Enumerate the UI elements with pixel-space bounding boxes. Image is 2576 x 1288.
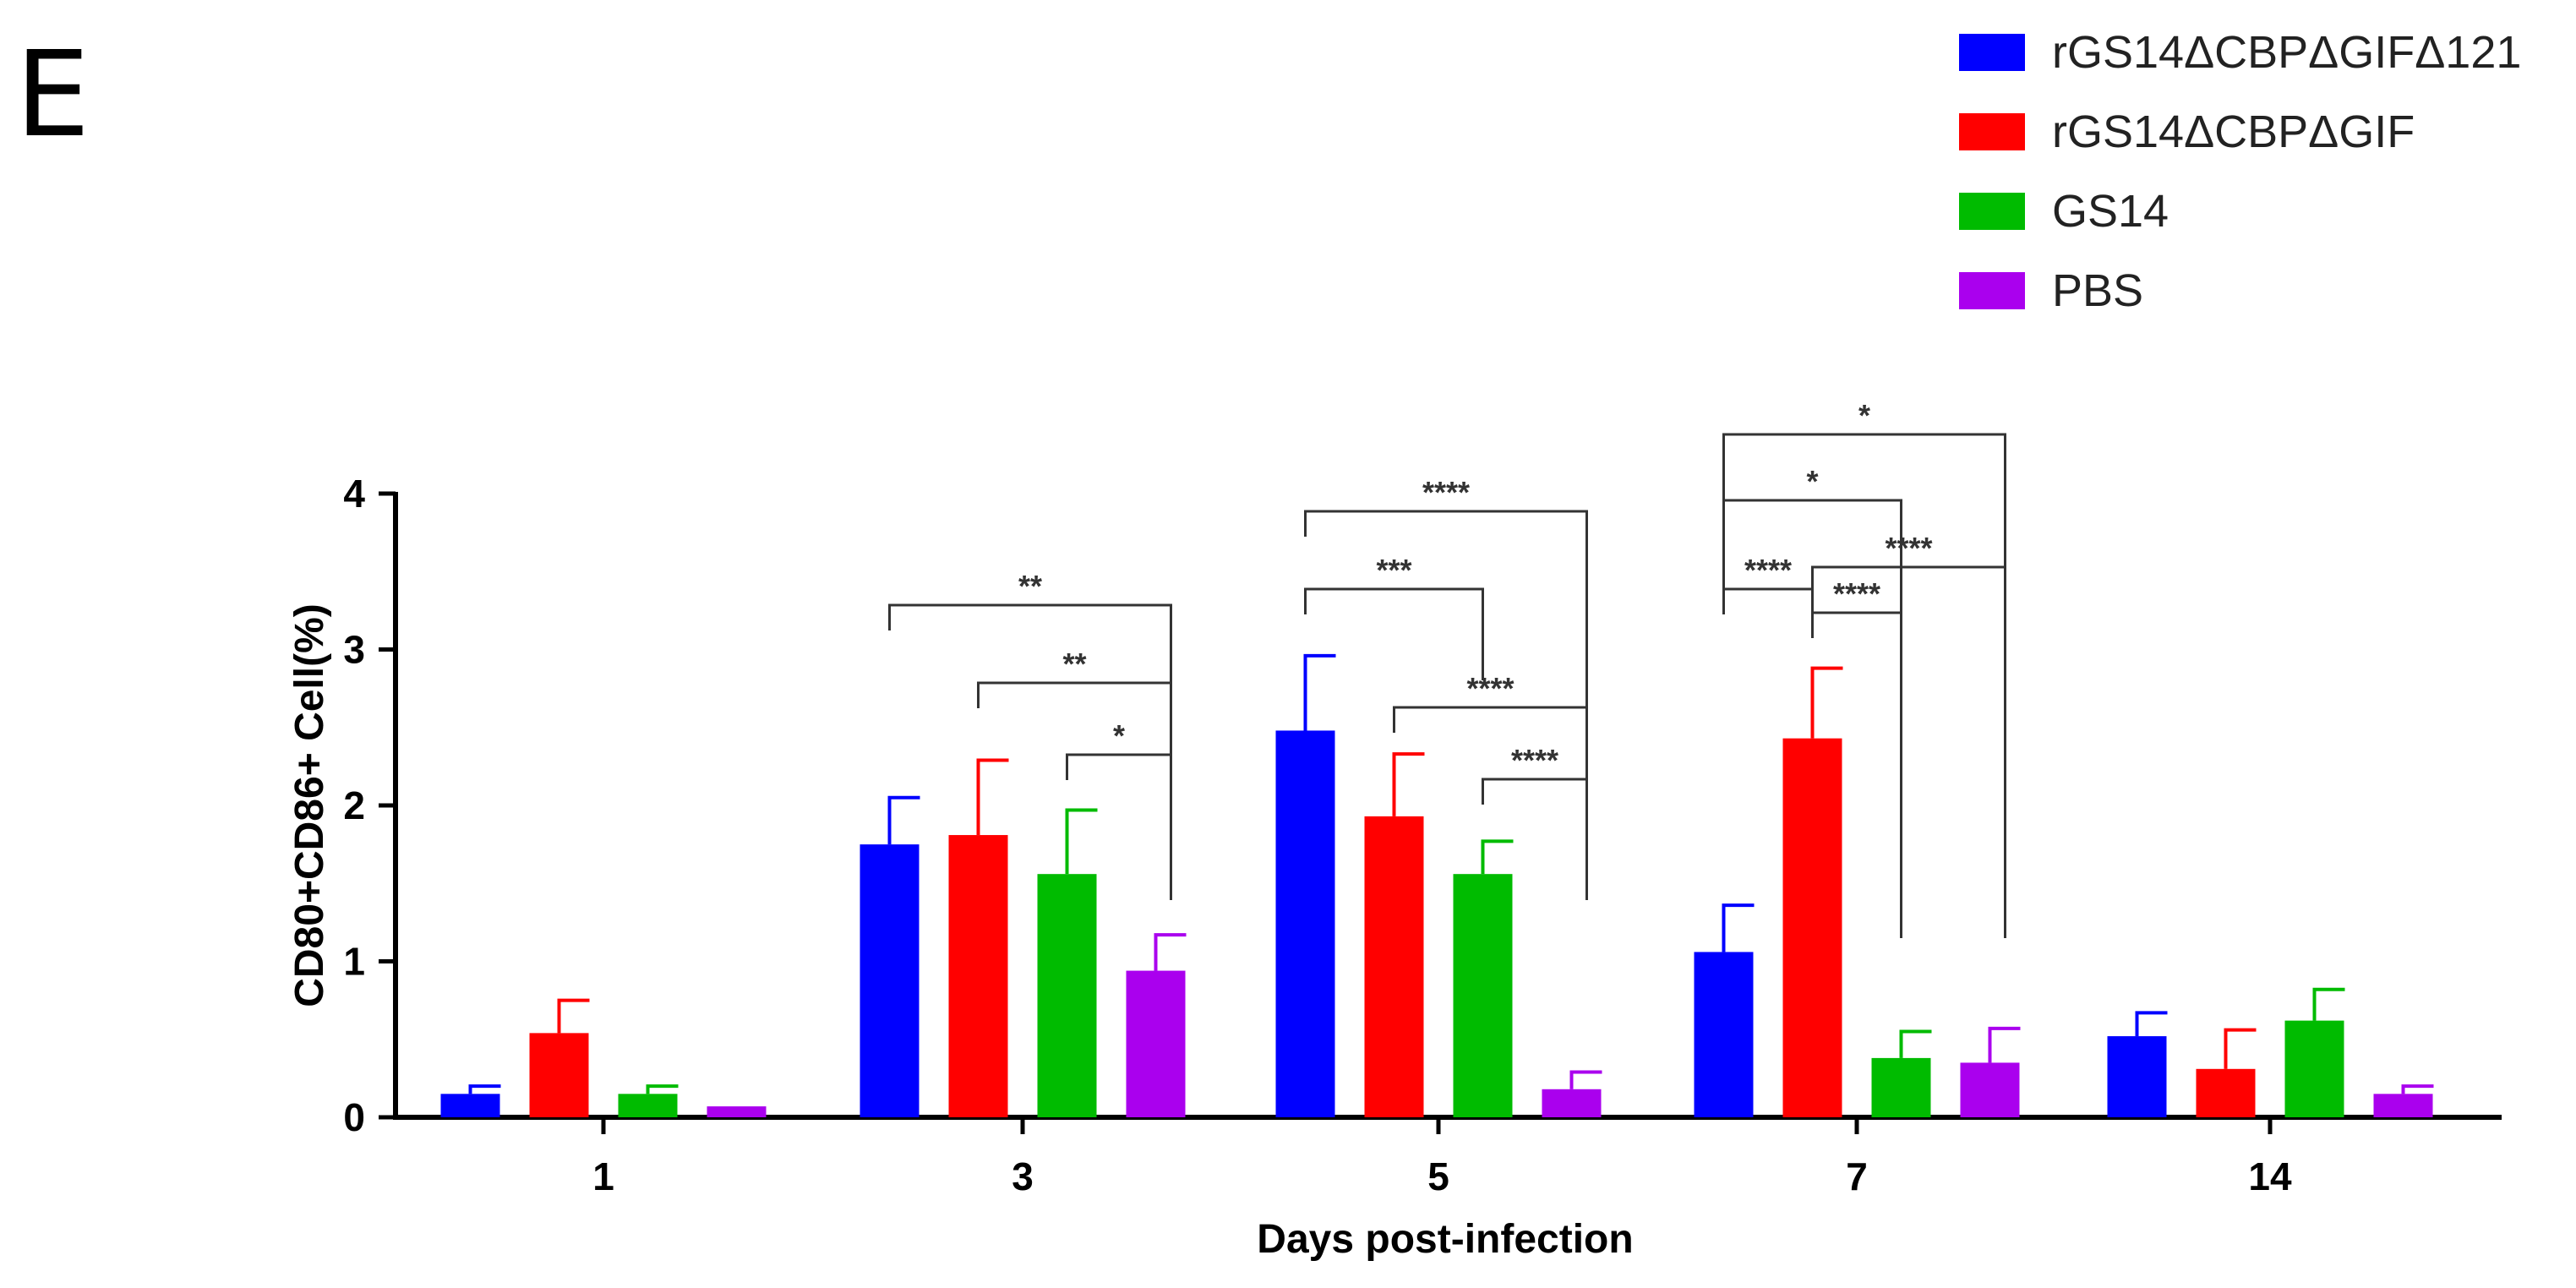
y-tick-label: 1	[343, 940, 365, 984]
y-tick-label: 0	[343, 1095, 365, 1139]
significance-label: ****	[1466, 671, 1514, 706]
significance-bracket	[888, 603, 1172, 900]
significance-label: ****	[1833, 576, 1880, 611]
legend-label: rGS14ΔCBPΔGIF	[2052, 106, 2415, 157]
legend: rGS14ΔCBPΔGIFΔ121 rGS14ΔCBPΔGIF GS14 PBS	[1959, 27, 2521, 316]
significance-bracket	[1066, 753, 1172, 900]
legend-swatch	[1959, 113, 2025, 150]
legend-swatch	[1959, 272, 2025, 309]
x-axis-title: Days post-infection	[1257, 1217, 1633, 1262]
bar	[2373, 1094, 2433, 1117]
significance-bracket	[1304, 510, 1588, 900]
panel-label: E	[15, 26, 90, 164]
x-tick-label: 1	[592, 1154, 614, 1198]
significance-label: **	[1018, 569, 1042, 603]
y-tick-label: 3	[343, 628, 365, 672]
x-tick-label: 5	[1427, 1154, 1449, 1198]
bars-layer	[440, 653, 2434, 1117]
significance-bracket	[1304, 587, 1484, 680]
x-tick-label: 14	[2248, 1154, 2292, 1198]
bar	[2196, 1068, 2256, 1117]
significance-label: ***	[1376, 553, 1411, 587]
significance-label: ****	[1422, 475, 1470, 510]
legend-swatch	[1959, 34, 2025, 71]
significance-bracket	[1722, 587, 1814, 614]
bar	[2284, 1020, 2344, 1117]
significance-bracket	[1811, 611, 1902, 938]
significance-label: ****	[1885, 531, 1932, 565]
significance-bracket	[1482, 778, 1588, 900]
significance-label: ****	[1511, 743, 1558, 778]
bar	[707, 1106, 767, 1117]
bar	[1453, 874, 1513, 1117]
legend-label: GS14	[2052, 186, 2169, 237]
bar	[1782, 738, 1842, 1117]
bar	[1694, 952, 1754, 1117]
bar	[618, 1094, 678, 1117]
bar	[1364, 816, 1424, 1117]
bar	[1275, 730, 1335, 1117]
bar	[440, 1094, 500, 1117]
bar	[860, 844, 920, 1117]
legend-label: rGS14ΔCBPΔGIFΔ121	[2052, 27, 2521, 78]
significance-label: *	[1858, 398, 1870, 433]
significance-label: **	[1062, 647, 1086, 681]
bar	[1542, 1089, 1602, 1117]
bar	[2107, 1036, 2167, 1117]
y-tick-label: 4	[343, 472, 365, 516]
bar	[529, 1033, 589, 1117]
bar	[948, 835, 1008, 1117]
significance-bracket	[1722, 433, 2006, 938]
significance-label: ****	[1744, 553, 1792, 587]
significance-label: *	[1806, 464, 1818, 499]
x-tick-label: 7	[1846, 1154, 1868, 1198]
legend-label: PBS	[2052, 265, 2143, 316]
x-tick-label: 3	[1012, 1154, 1034, 1198]
bar	[1960, 1062, 2020, 1117]
bar	[1126, 970, 1186, 1117]
y-axis-title: CD80+CD86+ Cell(%)	[287, 603, 332, 1007]
legend-swatch	[1959, 193, 2025, 230]
bar	[1871, 1057, 1931, 1117]
y-tick-label: 2	[343, 783, 365, 827]
bar	[1037, 874, 1097, 1117]
significance-label: *	[1113, 718, 1125, 753]
significance-layer: **********************************	[888, 398, 2006, 938]
